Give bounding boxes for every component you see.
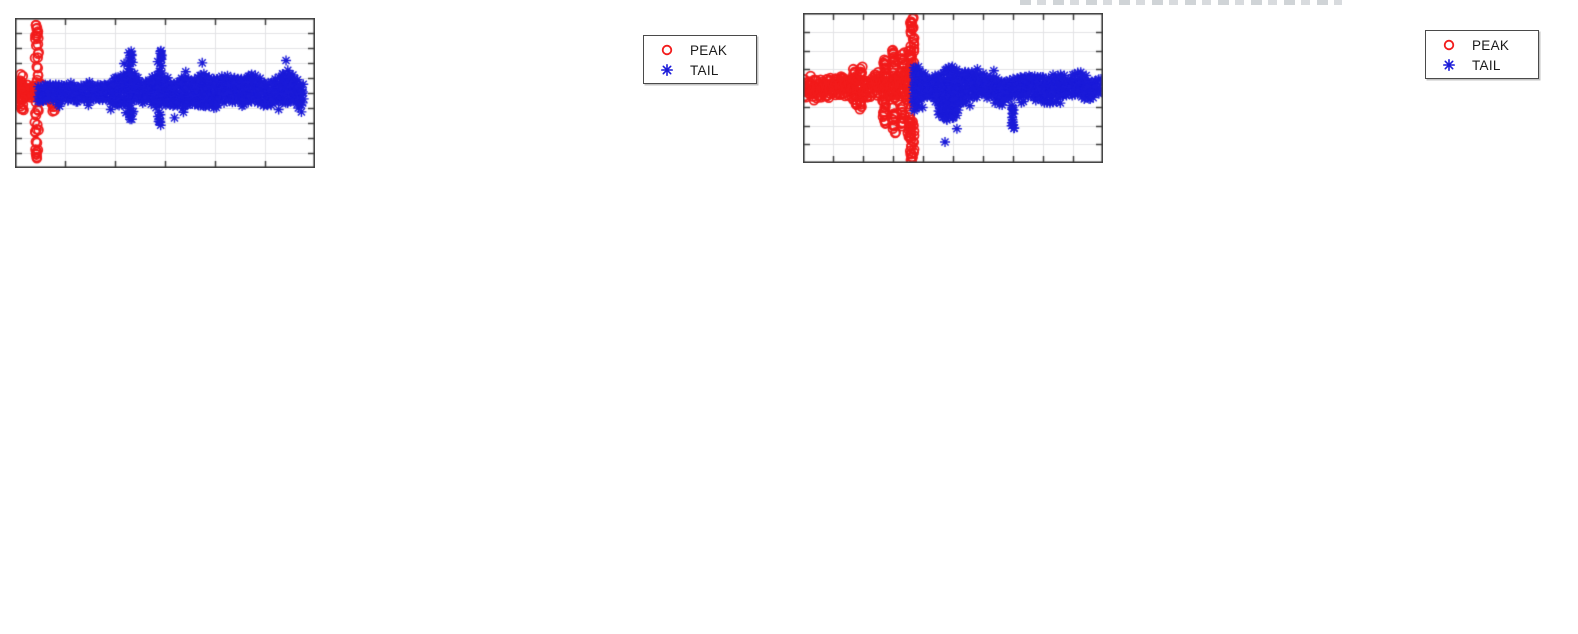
tail-asterisk-marker-icon [1426,58,1472,72]
legend-label-peak: PEAK [1472,37,1510,53]
peak-circle-marker-icon [1426,38,1472,52]
peak-circle-marker-icon [644,43,690,57]
scatter-plot-right: PEAK TAIL [803,13,1561,617]
clipped-title-remnant [1020,0,1342,5]
legend-label-tail: TAIL [690,62,719,78]
legend-item-tail: TAIL [1426,55,1538,75]
scatter-plot-left: PEAK TAIL [15,18,775,616]
legend-left: PEAK TAIL [643,35,757,84]
legend-item-peak: PEAK [1426,35,1538,55]
legend-label-peak: PEAK [690,42,728,58]
tail-asterisk-marker-icon [644,63,690,77]
legend-item-peak: PEAK [644,40,756,60]
scatter-plot-right-canvas [803,13,1103,163]
legend-item-tail: TAIL [644,60,756,80]
legend-label-tail: TAIL [1472,57,1501,73]
legend-right: PEAK TAIL [1425,30,1539,79]
scatter-plot-left-canvas [15,18,315,168]
